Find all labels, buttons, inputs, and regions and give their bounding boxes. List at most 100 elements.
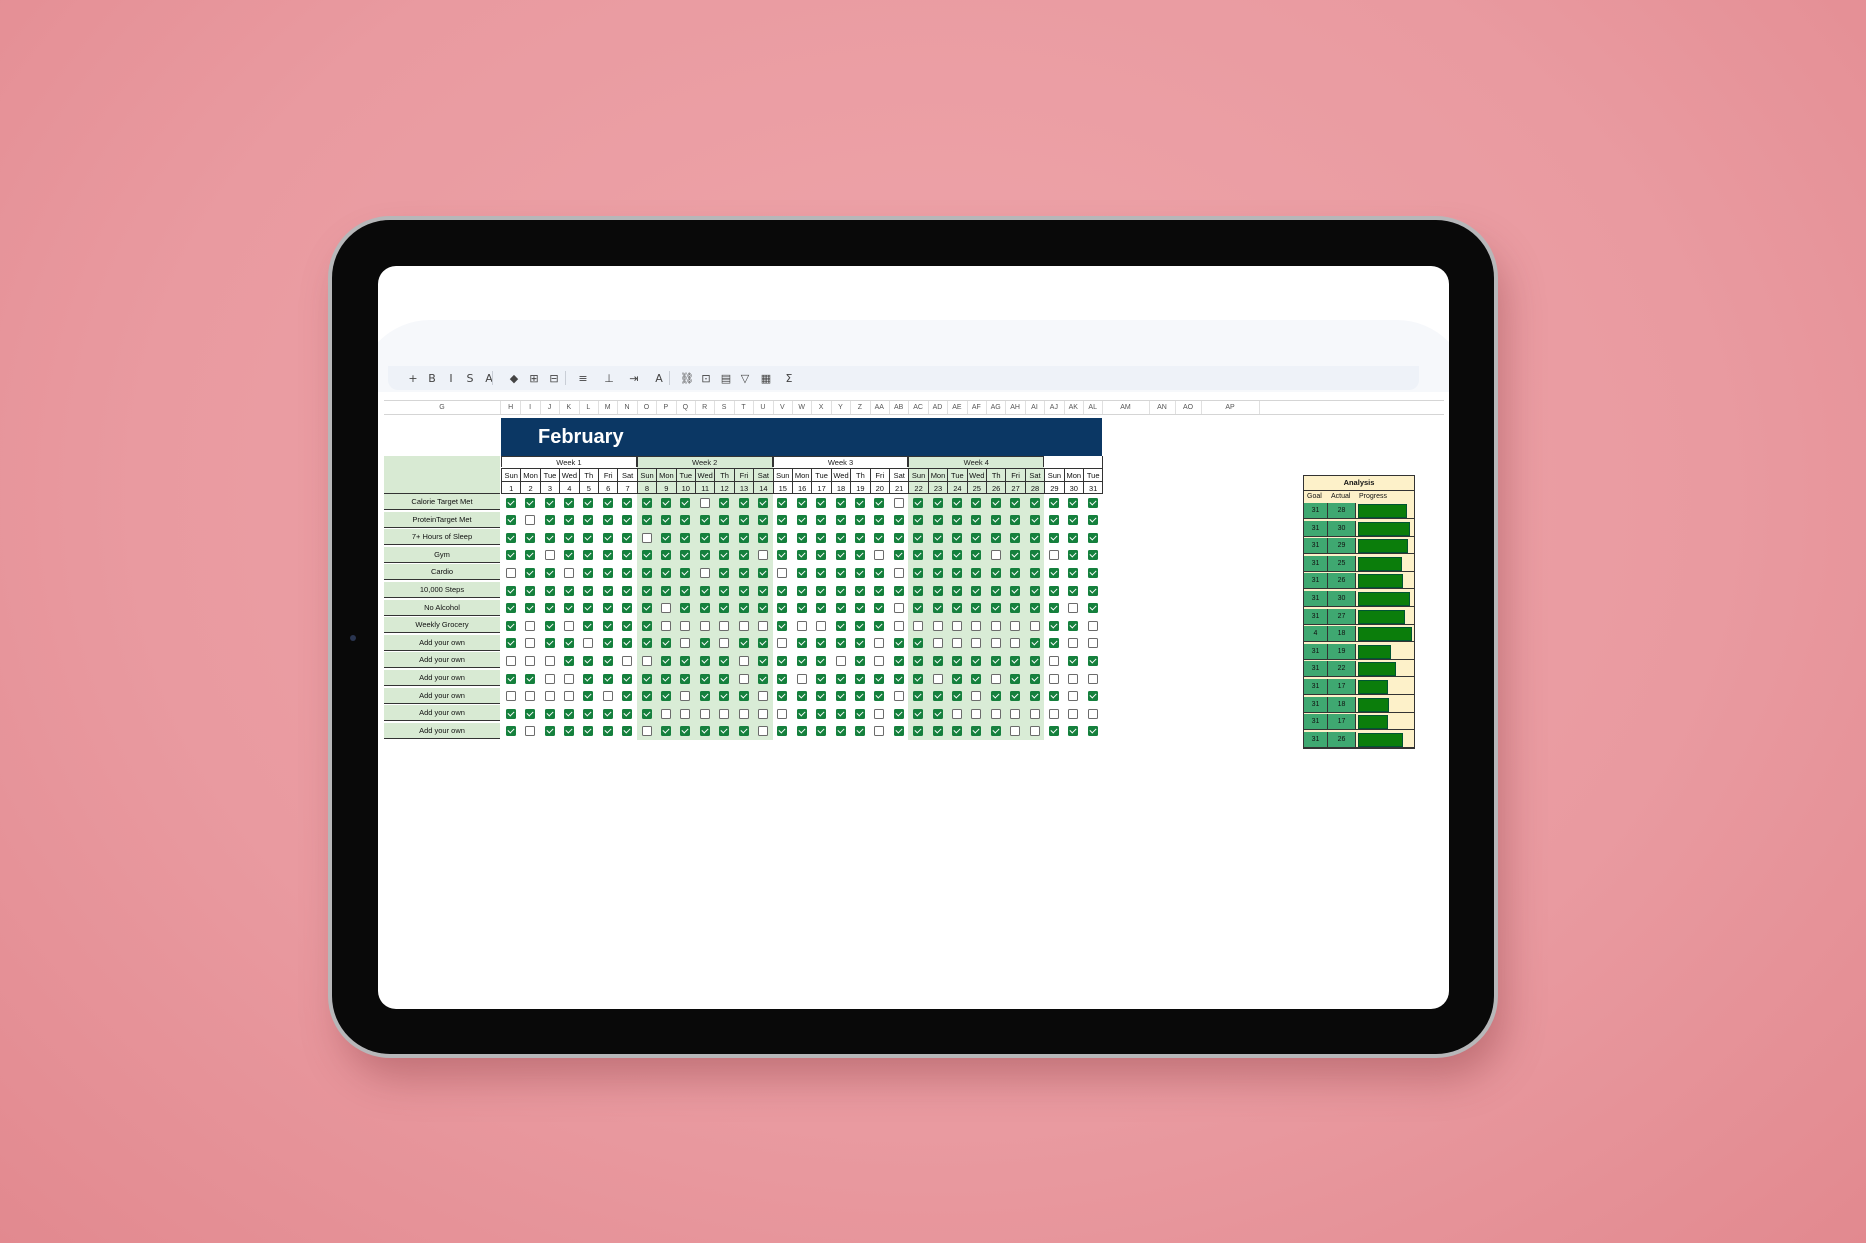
checkbox-checked[interactable]: [854, 655, 865, 666]
checkbox-checked[interactable]: [854, 603, 865, 614]
checkbox-checked[interactable]: [893, 673, 904, 684]
checkbox-checked[interactable]: [951, 550, 962, 561]
checkbox-checked[interactable]: [660, 673, 671, 684]
checkbox-checked[interactable]: [1010, 673, 1021, 684]
checkbox-checked[interactable]: [660, 638, 671, 649]
checkbox-unchecked[interactable]: [525, 620, 536, 631]
checkbox-checked[interactable]: [1068, 550, 1079, 561]
checkbox-checked[interactable]: [622, 638, 633, 649]
checkbox-unchecked[interactable]: [583, 638, 594, 649]
checkbox-checked[interactable]: [563, 585, 574, 596]
checkbox-checked[interactable]: [816, 567, 827, 578]
borders-icon[interactable]: ⊞: [529, 371, 539, 385]
checkbox-checked[interactable]: [505, 603, 516, 614]
checkbox-unchecked[interactable]: [505, 691, 516, 702]
checkbox-checked[interactable]: [777, 515, 788, 526]
checkbox-unchecked[interactable]: [738, 673, 749, 684]
checkbox-unchecked[interactable]: [796, 673, 807, 684]
checkbox-checked[interactable]: [583, 726, 594, 737]
checkbox-checked[interactable]: [622, 550, 633, 561]
checkbox-checked[interactable]: [699, 515, 710, 526]
checkbox-unchecked[interactable]: [893, 620, 904, 631]
checkbox-checked[interactable]: [1048, 532, 1059, 543]
checkbox-checked[interactable]: [874, 603, 885, 614]
checkbox-checked[interactable]: [796, 550, 807, 561]
checkbox-unchecked[interactable]: [971, 691, 982, 702]
checkbox-unchecked[interactable]: [777, 638, 788, 649]
filter-views-icon[interactable]: ▦: [760, 371, 772, 385]
checkbox-checked[interactable]: [719, 655, 730, 666]
checkbox-checked[interactable]: [816, 497, 827, 508]
checkbox-unchecked[interactable]: [893, 691, 904, 702]
checkbox-checked[interactable]: [854, 515, 865, 526]
checkbox-checked[interactable]: [602, 550, 613, 561]
checkbox-checked[interactable]: [622, 708, 633, 719]
checkbox-checked[interactable]: [544, 532, 555, 543]
checkbox-checked[interactable]: [660, 691, 671, 702]
checkbox-checked[interactable]: [660, 655, 671, 666]
checkbox-checked[interactable]: [893, 550, 904, 561]
checkbox-checked[interactable]: [854, 691, 865, 702]
checkbox-checked[interactable]: [1068, 620, 1079, 631]
checkbox-checked[interactable]: [913, 515, 924, 526]
checkbox-checked[interactable]: [990, 532, 1001, 543]
checkbox-checked[interactable]: [641, 567, 652, 578]
checkbox-checked[interactable]: [719, 585, 730, 596]
checkbox-unchecked[interactable]: [660, 603, 671, 614]
checkbox-checked[interactable]: [641, 673, 652, 684]
checkbox-checked[interactable]: [583, 515, 594, 526]
checkbox-checked[interactable]: [1087, 603, 1098, 614]
checkbox-unchecked[interactable]: [777, 708, 788, 719]
checkbox-checked[interactable]: [951, 673, 962, 684]
checkbox-unchecked[interactable]: [1010, 638, 1021, 649]
checkbox-checked[interactable]: [699, 726, 710, 737]
column-header-i[interactable]: I: [520, 401, 541, 414]
checkbox-checked[interactable]: [1068, 532, 1079, 543]
checkbox-checked[interactable]: [874, 515, 885, 526]
checkbox-checked[interactable]: [525, 603, 536, 614]
checkbox-checked[interactable]: [719, 532, 730, 543]
column-header-q[interactable]: Q: [676, 401, 696, 414]
checkbox-checked[interactable]: [1087, 585, 1098, 596]
italic-icon[interactable]: I: [449, 371, 453, 385]
checkbox-checked[interactable]: [990, 567, 1001, 578]
checkbox-checked[interactable]: [835, 603, 846, 614]
checkbox-checked[interactable]: [738, 515, 749, 526]
checkbox-unchecked[interactable]: [1068, 673, 1079, 684]
checkbox-checked[interactable]: [680, 567, 691, 578]
checkbox-checked[interactable]: [932, 532, 943, 543]
checkbox-unchecked[interactable]: [990, 673, 1001, 684]
checkbox-checked[interactable]: [583, 691, 594, 702]
checkbox-checked[interactable]: [932, 708, 943, 719]
checkbox-checked[interactable]: [1068, 655, 1079, 666]
checkbox-unchecked[interactable]: [602, 691, 613, 702]
checkbox-unchecked[interactable]: [835, 655, 846, 666]
column-header-l[interactable]: L: [579, 401, 599, 414]
checkbox-checked[interactable]: [1029, 638, 1040, 649]
checkbox-checked[interactable]: [583, 532, 594, 543]
checkbox-unchecked[interactable]: [738, 655, 749, 666]
checkbox-checked[interactable]: [913, 655, 924, 666]
checkbox-checked[interactable]: [699, 691, 710, 702]
checkbox-unchecked[interactable]: [563, 673, 574, 684]
checkbox-checked[interactable]: [1087, 655, 1098, 666]
checkbox-checked[interactable]: [738, 638, 749, 649]
checkbox-unchecked[interactable]: [1048, 655, 1059, 666]
checkbox-unchecked[interactable]: [544, 550, 555, 561]
checkbox-checked[interactable]: [680, 550, 691, 561]
checkbox-checked[interactable]: [854, 726, 865, 737]
checkbox-checked[interactable]: [796, 567, 807, 578]
checkbox-unchecked[interactable]: [951, 620, 962, 631]
checkbox-checked[interactable]: [971, 726, 982, 737]
checkbox-checked[interactable]: [719, 673, 730, 684]
chart-icon[interactable]: ▤: [720, 371, 732, 385]
checkbox-checked[interactable]: [913, 708, 924, 719]
fill-color-icon[interactable]: ◆: [509, 371, 519, 385]
checkbox-unchecked[interactable]: [951, 708, 962, 719]
checkbox-checked[interactable]: [641, 708, 652, 719]
checkbox-checked[interactable]: [1029, 603, 1040, 614]
vertical-align-icon[interactable]: ⊥: [604, 371, 614, 385]
checkbox-checked[interactable]: [602, 585, 613, 596]
checkbox-checked[interactable]: [1068, 567, 1079, 578]
checkbox-checked[interactable]: [641, 515, 652, 526]
